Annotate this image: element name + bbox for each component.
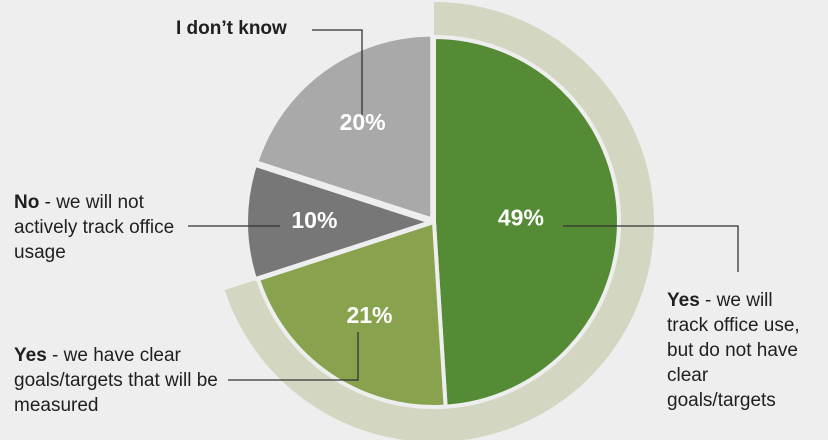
percentage-label-3: 20% bbox=[340, 109, 386, 135]
legend-label-yes-clear-goals: Yes - we have clear goals/targets that w… bbox=[14, 345, 218, 416]
percentage-label-0: 49% bbox=[498, 204, 544, 230]
pie-slice-1 bbox=[256, 220, 448, 409]
legend-label-yes-track-use: Yes - we will track office use, but do n… bbox=[667, 290, 800, 411]
percentage-labels: 49% 21% 10% 20% bbox=[291, 109, 544, 328]
percentage-label-1: 21% bbox=[346, 302, 392, 328]
leader-line-yes-goals bbox=[228, 332, 359, 381]
pie-slice-2 bbox=[244, 162, 433, 282]
pie-slice-3 bbox=[254, 32, 435, 222]
legend-label-no: No - we will not actively track office u… bbox=[14, 192, 175, 263]
pie-slice-0 bbox=[432, 35, 621, 409]
pie-slices bbox=[244, 32, 621, 409]
legend-label-i-dont-know: I don’t know bbox=[176, 18, 287, 39]
leader-lines bbox=[188, 29, 739, 381]
leader-line-yes-track bbox=[563, 225, 739, 272]
leader-line-i-dont-know bbox=[312, 29, 363, 117]
percentage-label-2: 10% bbox=[291, 207, 337, 233]
